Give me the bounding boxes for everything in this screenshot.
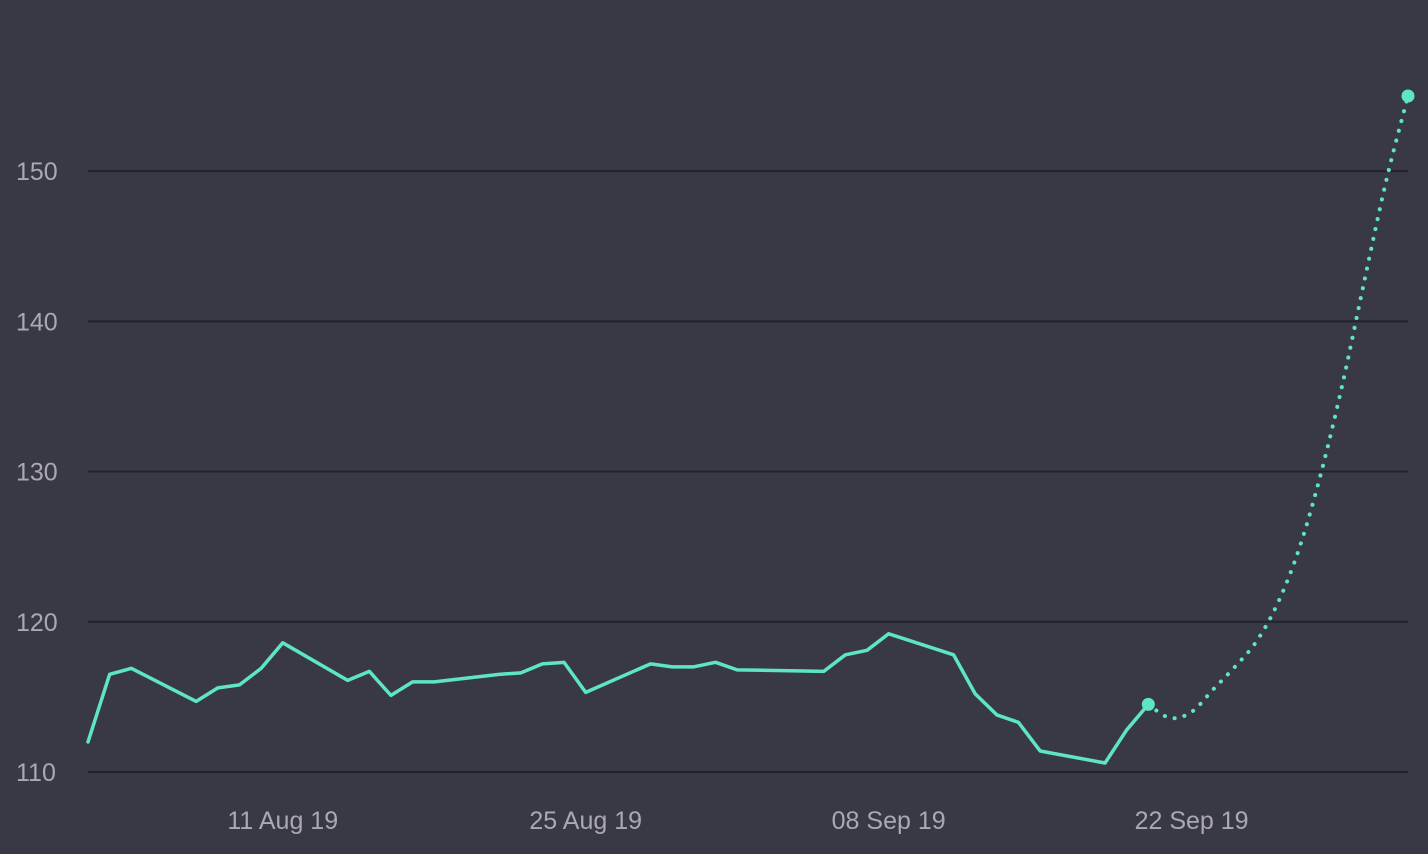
- x-axis-ticks: 11 Aug 19 25 Aug 19 08 Sep 19 22 Sep 19: [227, 807, 1248, 835]
- history-end-marker[interactable]: [1141, 697, 1155, 711]
- series-markers: [1141, 89, 1415, 711]
- y-tick-label: 150: [16, 158, 58, 186]
- y-axis-ticks: 110 120 130 140 150: [16, 158, 58, 787]
- x-tick-label: 11 Aug 19: [227, 807, 338, 835]
- y-tick-label: 140: [16, 308, 58, 336]
- y-tick-label: 120: [16, 609, 58, 637]
- y-tick-label: 110: [16, 759, 56, 787]
- forecast-series-line: [1146, 94, 1410, 721]
- history-series-line: [86, 632, 1151, 765]
- series-lines: [86, 94, 1410, 765]
- gridlines: [88, 170, 1408, 773]
- y-tick-label: 130: [16, 459, 58, 487]
- forecast-end-marker[interactable]: [1401, 89, 1415, 103]
- x-tick-label: 25 Aug 19: [529, 807, 642, 835]
- x-tick-label: 08 Sep 19: [832, 807, 946, 835]
- x-tick-label: 22 Sep 19: [1135, 807, 1249, 835]
